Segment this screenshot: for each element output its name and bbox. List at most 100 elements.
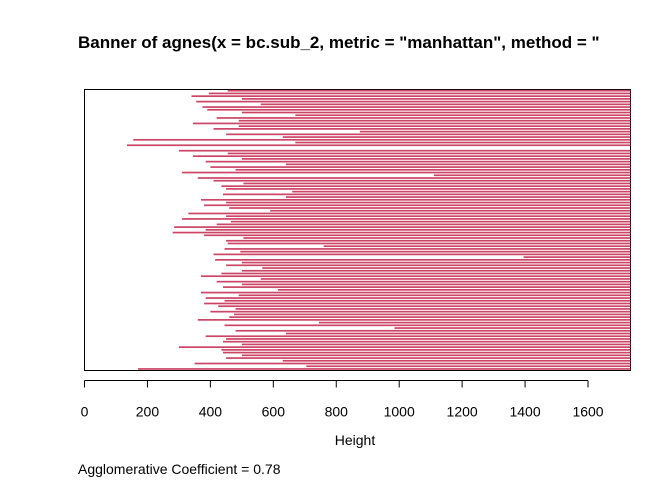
banner-bar bbox=[295, 114, 631, 117]
banner-bar bbox=[262, 267, 631, 269]
banner-bar bbox=[523, 256, 631, 258]
banner-bar bbox=[433, 174, 631, 177]
banner-bar bbox=[204, 234, 631, 237]
banner-bar bbox=[226, 215, 631, 218]
agglomerative-coefficient: Agglomerative Coefficient = 0.78 bbox=[78, 461, 281, 477]
banner-bar bbox=[210, 310, 631, 313]
chart-title: Banner of agnes(x = bc.sub_2, metric = "… bbox=[78, 33, 600, 52]
banner-bar bbox=[282, 359, 631, 362]
banner-bar bbox=[197, 319, 631, 321]
banner-bar bbox=[204, 204, 631, 207]
banner-bar bbox=[243, 237, 631, 239]
banner-bar bbox=[218, 305, 631, 308]
banner-bar bbox=[215, 259, 631, 261]
banner-bar bbox=[235, 308, 631, 310]
banner-bar bbox=[202, 106, 631, 108]
banner-bar bbox=[235, 329, 631, 332]
banner-bar bbox=[193, 155, 631, 158]
x-tick-label: 1400 bbox=[509, 404, 540, 420]
banner-bar bbox=[241, 354, 631, 357]
x-tick-label: 1200 bbox=[447, 404, 478, 420]
x-tick-label: 200 bbox=[136, 404, 160, 420]
banner-bar bbox=[222, 286, 631, 288]
banner-bar bbox=[194, 362, 631, 365]
banner-bar bbox=[216, 223, 631, 226]
banner-bar bbox=[210, 166, 631, 168]
banner-bar bbox=[222, 193, 631, 196]
banner-bar bbox=[318, 321, 631, 324]
banner-bar bbox=[235, 168, 631, 171]
banner-bar bbox=[226, 188, 631, 190]
banner-bar bbox=[241, 111, 631, 114]
banner-bar bbox=[282, 136, 631, 138]
x-tick-label: 0 bbox=[81, 404, 89, 420]
banner-bar bbox=[227, 89, 631, 92]
x-tick-label: 1000 bbox=[384, 404, 415, 420]
banner-bar bbox=[196, 100, 631, 103]
banner-bar bbox=[216, 280, 631, 283]
banner-bar bbox=[278, 289, 631, 291]
banner-bar bbox=[224, 299, 631, 302]
banner-bar bbox=[213, 128, 631, 130]
banner-bar bbox=[221, 349, 631, 351]
banner-bar bbox=[182, 171, 631, 174]
banner-bar bbox=[191, 95, 631, 97]
banner-bar bbox=[226, 338, 631, 340]
banner-bar bbox=[285, 163, 631, 166]
banner-bar bbox=[226, 133, 631, 136]
banner-bar bbox=[241, 283, 631, 286]
banner-bar bbox=[226, 264, 631, 267]
banner-bar bbox=[394, 327, 631, 329]
banner-bar bbox=[138, 368, 631, 370]
banner-bar bbox=[172, 231, 631, 234]
banner-bar bbox=[260, 103, 631, 106]
banner-bar bbox=[295, 141, 631, 144]
banner-bar bbox=[285, 332, 631, 335]
banner-bar bbox=[226, 239, 631, 242]
banner-bar bbox=[221, 272, 631, 275]
banner-bar bbox=[224, 248, 631, 250]
banner-bar bbox=[241, 158, 631, 160]
banner-bar bbox=[221, 185, 631, 188]
banner-bar bbox=[260, 278, 631, 280]
banner-bar bbox=[238, 119, 631, 122]
banner-bar bbox=[241, 98, 631, 100]
banner-bar bbox=[133, 138, 631, 141]
banner-bar bbox=[241, 343, 631, 346]
banner-bar bbox=[222, 351, 631, 354]
banner-bar bbox=[205, 228, 631, 231]
banner-bar bbox=[230, 220, 631, 223]
x-axis-label: Height bbox=[335, 432, 376, 448]
banner-bar bbox=[233, 313, 631, 316]
banner-bar bbox=[306, 365, 631, 368]
banner-bar bbox=[200, 275, 631, 278]
banner-bar bbox=[224, 324, 631, 327]
banner-bar bbox=[193, 122, 631, 125]
x-tick-label: 800 bbox=[325, 404, 349, 420]
x-tick-label: 400 bbox=[199, 404, 223, 420]
banner-bar bbox=[243, 182, 631, 185]
banner-bar bbox=[205, 297, 631, 299]
banner-bar bbox=[241, 269, 631, 272]
banner-bar bbox=[240, 250, 631, 253]
banner-bars bbox=[126, 89, 631, 370]
banner-bar bbox=[126, 144, 631, 147]
banner-bar bbox=[207, 108, 631, 111]
banner-bar bbox=[174, 226, 631, 228]
banner-bar bbox=[229, 316, 631, 318]
banner-bar bbox=[216, 117, 631, 119]
banner-bar bbox=[359, 130, 631, 133]
banner-bar bbox=[222, 340, 631, 343]
banner-bar bbox=[229, 207, 631, 209]
banner-bar bbox=[178, 346, 631, 348]
banner-bar bbox=[200, 198, 631, 201]
banner-bar bbox=[226, 201, 631, 204]
banner-bar bbox=[208, 92, 631, 95]
banner-bar bbox=[188, 212, 631, 215]
x-tick-label: 600 bbox=[262, 404, 286, 420]
banner-bar bbox=[197, 177, 631, 179]
banner-bar bbox=[205, 160, 631, 163]
x-axis: 0 200 400 600 800 1000 1200 1400 1600 bbox=[81, 380, 604, 420]
banner-bar bbox=[205, 335, 631, 338]
